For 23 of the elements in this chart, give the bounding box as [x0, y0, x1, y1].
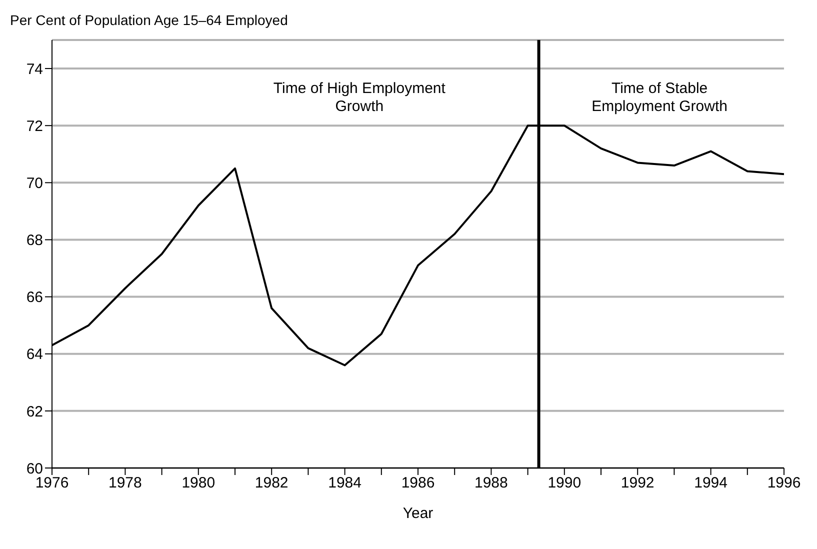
y-tick-label: 66: [26, 289, 43, 306]
x-tick-label: 1988: [474, 474, 508, 492]
x-tick-label: 1996: [767, 474, 801, 492]
x-tick-label: 1986: [401, 474, 435, 492]
y-tick-label: 74: [26, 60, 43, 78]
y-tick-label: 64: [26, 346, 43, 364]
x-tick-label: 1980: [182, 474, 216, 492]
x-tick-label: 1994: [694, 474, 728, 492]
y-tick-label: 72: [26, 118, 43, 135]
y-tick-label: 62: [26, 403, 43, 420]
x-tick-label: 1982: [254, 474, 288, 492]
y-tick-label: 70: [26, 174, 43, 192]
x-tick-label: 1978: [108, 474, 142, 492]
y-axis-title: Per Cent of Population Age 15–64 Employed: [10, 12, 288, 28]
annotation: Time of Stable Employment Growth: [590, 80, 728, 116]
x-tick-label: 1984: [328, 474, 362, 492]
x-tick-label: 1992: [620, 474, 654, 492]
y-tick-label: 60: [26, 460, 43, 478]
x-axis-title: Year: [402, 505, 434, 522]
x-tick-label: 1976: [35, 474, 69, 492]
annotation: Time of High Employment Growth: [272, 80, 446, 116]
y-tick-label: 68: [26, 232, 43, 250]
x-tick-label: 1990: [548, 474, 582, 492]
